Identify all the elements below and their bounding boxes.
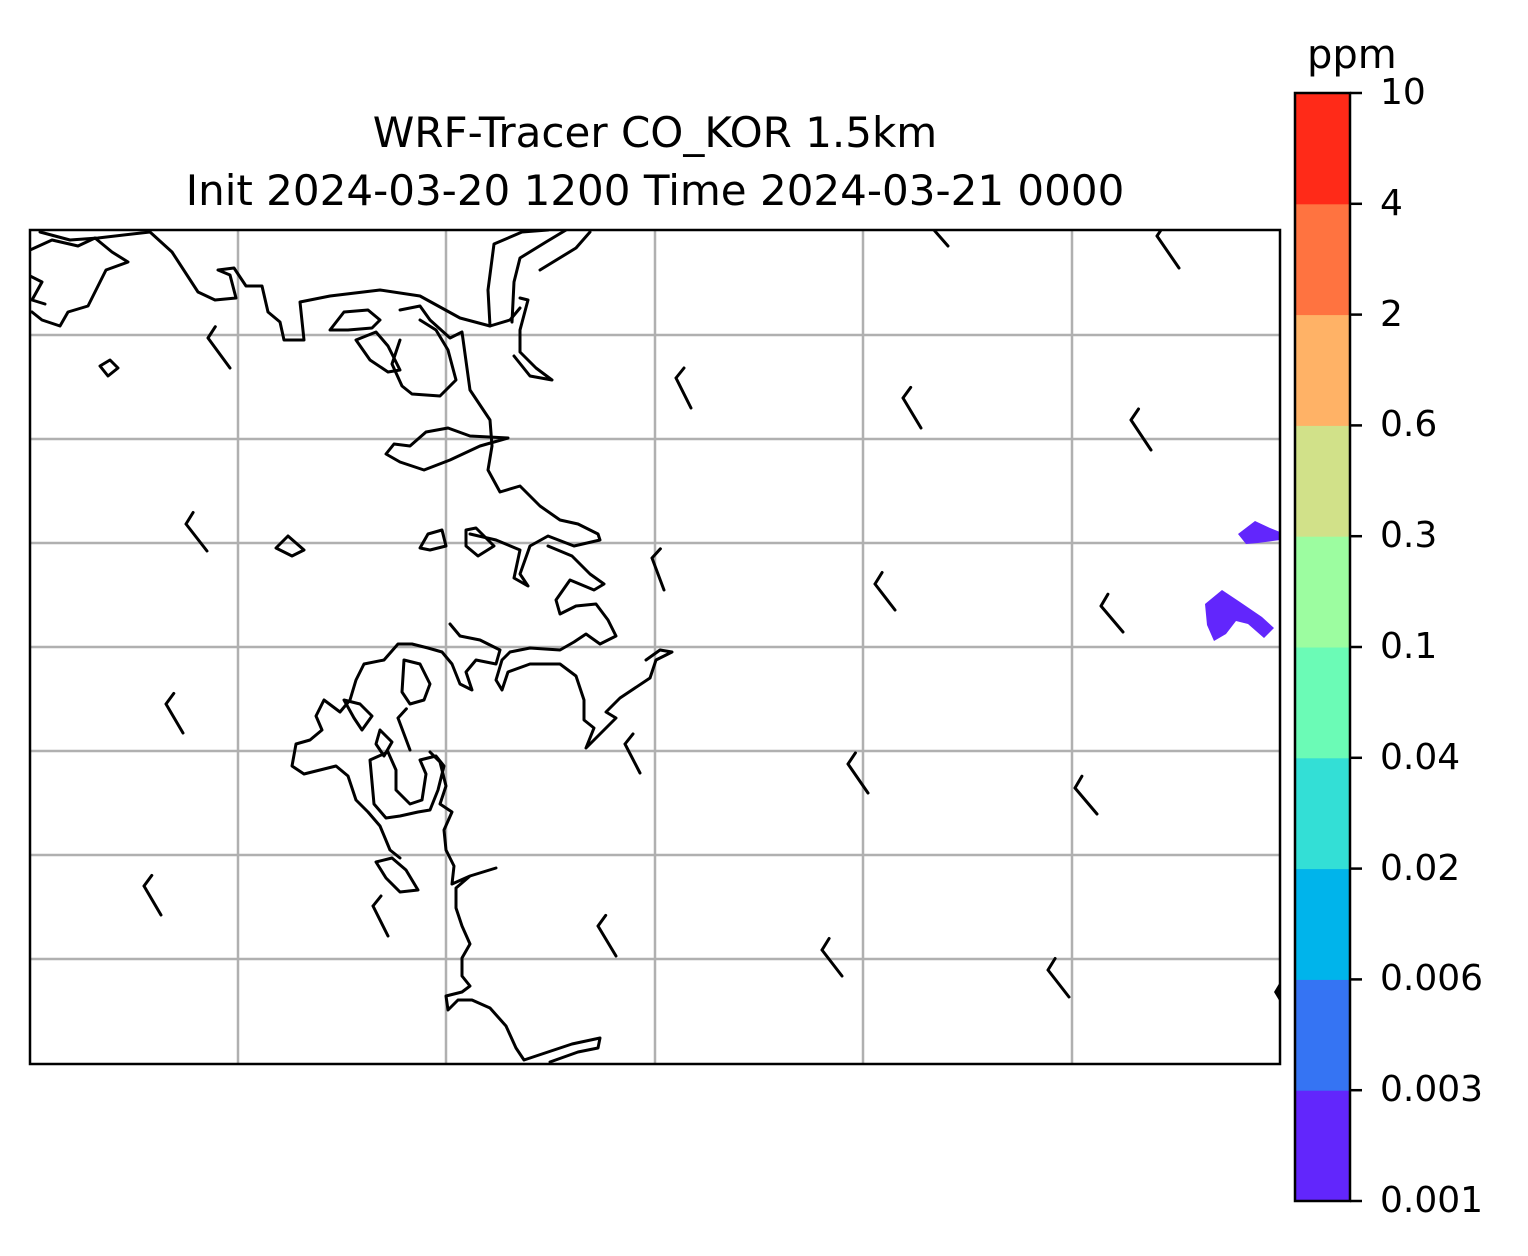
coastline-islets: [342, 658, 432, 758]
coastline-islands-mid: [274, 526, 496, 558]
colorbar-tick-label: 0.006: [1380, 958, 1484, 1000]
colorbar-tick-label: 0.003: [1380, 1069, 1484, 1111]
wind-barb: [1073, 774, 1099, 816]
wind-barb: [1099, 592, 1125, 634]
colorbar-tick-label: 0.001: [1380, 1180, 1484, 1221]
wind-barb: [142, 873, 163, 917]
coastlines: [30, 230, 674, 1064]
coastline-bay: [354, 318, 458, 398]
colorbar-ticks: [1350, 91, 1362, 1203]
wind-barbs: [142, 230, 1181, 999]
wind-barb: [1046, 957, 1071, 999]
coastline-southwest: [290, 622, 502, 860]
colorbar-segment: [1295, 979, 1350, 1091]
coastline-mid-inlet: [384, 426, 510, 472]
wind-barb: [1129, 407, 1153, 452]
colorbar-tick-label: 0.04: [1380, 736, 1461, 778]
wind-barb: [623, 732, 642, 775]
wind-barb: [396, 707, 412, 752]
coastline-peninsula: [494, 544, 674, 750]
coastline-central: [398, 304, 602, 588]
colorbar-segment: [1295, 93, 1350, 205]
wind-barb: [164, 691, 185, 735]
coastline-inlet-island: [328, 308, 382, 332]
wind-barb: [596, 913, 618, 958]
colorbar-segment: [1295, 868, 1350, 980]
wind-barb: [206, 325, 232, 370]
coastline-north-shore: [38, 230, 522, 342]
title-line-2: Init 2024-03-20 1200 Time 2024-03-21 000…: [185, 166, 1125, 215]
wind-barb: [873, 571, 897, 612]
colorbar-segment: [1295, 314, 1350, 426]
wind-barb: [820, 937, 844, 978]
coastline-islands-south: [98, 358, 446, 894]
colorbar-segment: [1295, 647, 1350, 759]
colorbar-unit-label: ppm: [1307, 32, 1397, 78]
co-plume-edge: [1274, 982, 1280, 1002]
coastline-south-channel: [428, 750, 602, 1064]
wind-barb: [371, 894, 390, 938]
colorbar-tick-label: 0.3: [1380, 515, 1438, 557]
wind-barb: [1155, 230, 1181, 270]
coastline-estuary: [486, 230, 592, 382]
colorbar-segment: [1295, 425, 1350, 537]
colorbar-tick-label: 10: [1380, 72, 1426, 113]
colorbar-tick-label: 4: [1380, 182, 1403, 224]
co-plume-south: [1205, 590, 1274, 641]
title-line-1: WRF-Tracer CO_KOR 1.5km: [372, 108, 938, 157]
colorbar-tick-label: 2: [1380, 293, 1403, 335]
colorbar-segment: [1295, 203, 1350, 316]
wind-barb: [184, 511, 209, 553]
colorbar-tick-label: 0.6: [1380, 404, 1438, 446]
colorbar-segment: [1295, 1090, 1350, 1202]
wind-barb: [846, 751, 870, 795]
coastline-northwest: [30, 236, 130, 328]
colorbar-segment: [1295, 757, 1350, 870]
wind-barb: [901, 385, 923, 430]
map-gridlines: [30, 230, 1280, 1064]
wind-barb: [674, 366, 693, 410]
wind-barb: [932, 230, 950, 248]
colorbar-tick-label: 0.02: [1380, 847, 1461, 889]
colorbar: [1295, 93, 1350, 1202]
map-frame: [28, 228, 1282, 1066]
colorbar-tick-label: 0.1: [1380, 626, 1438, 667]
co-plume-north: [1238, 521, 1280, 544]
colorbar-segment: [1295, 536, 1350, 648]
wind-barb: [650, 547, 666, 592]
